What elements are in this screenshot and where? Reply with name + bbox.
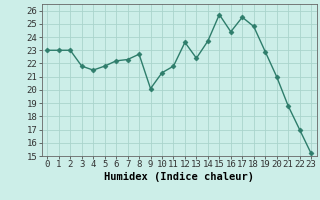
X-axis label: Humidex (Indice chaleur): Humidex (Indice chaleur) xyxy=(104,172,254,182)
